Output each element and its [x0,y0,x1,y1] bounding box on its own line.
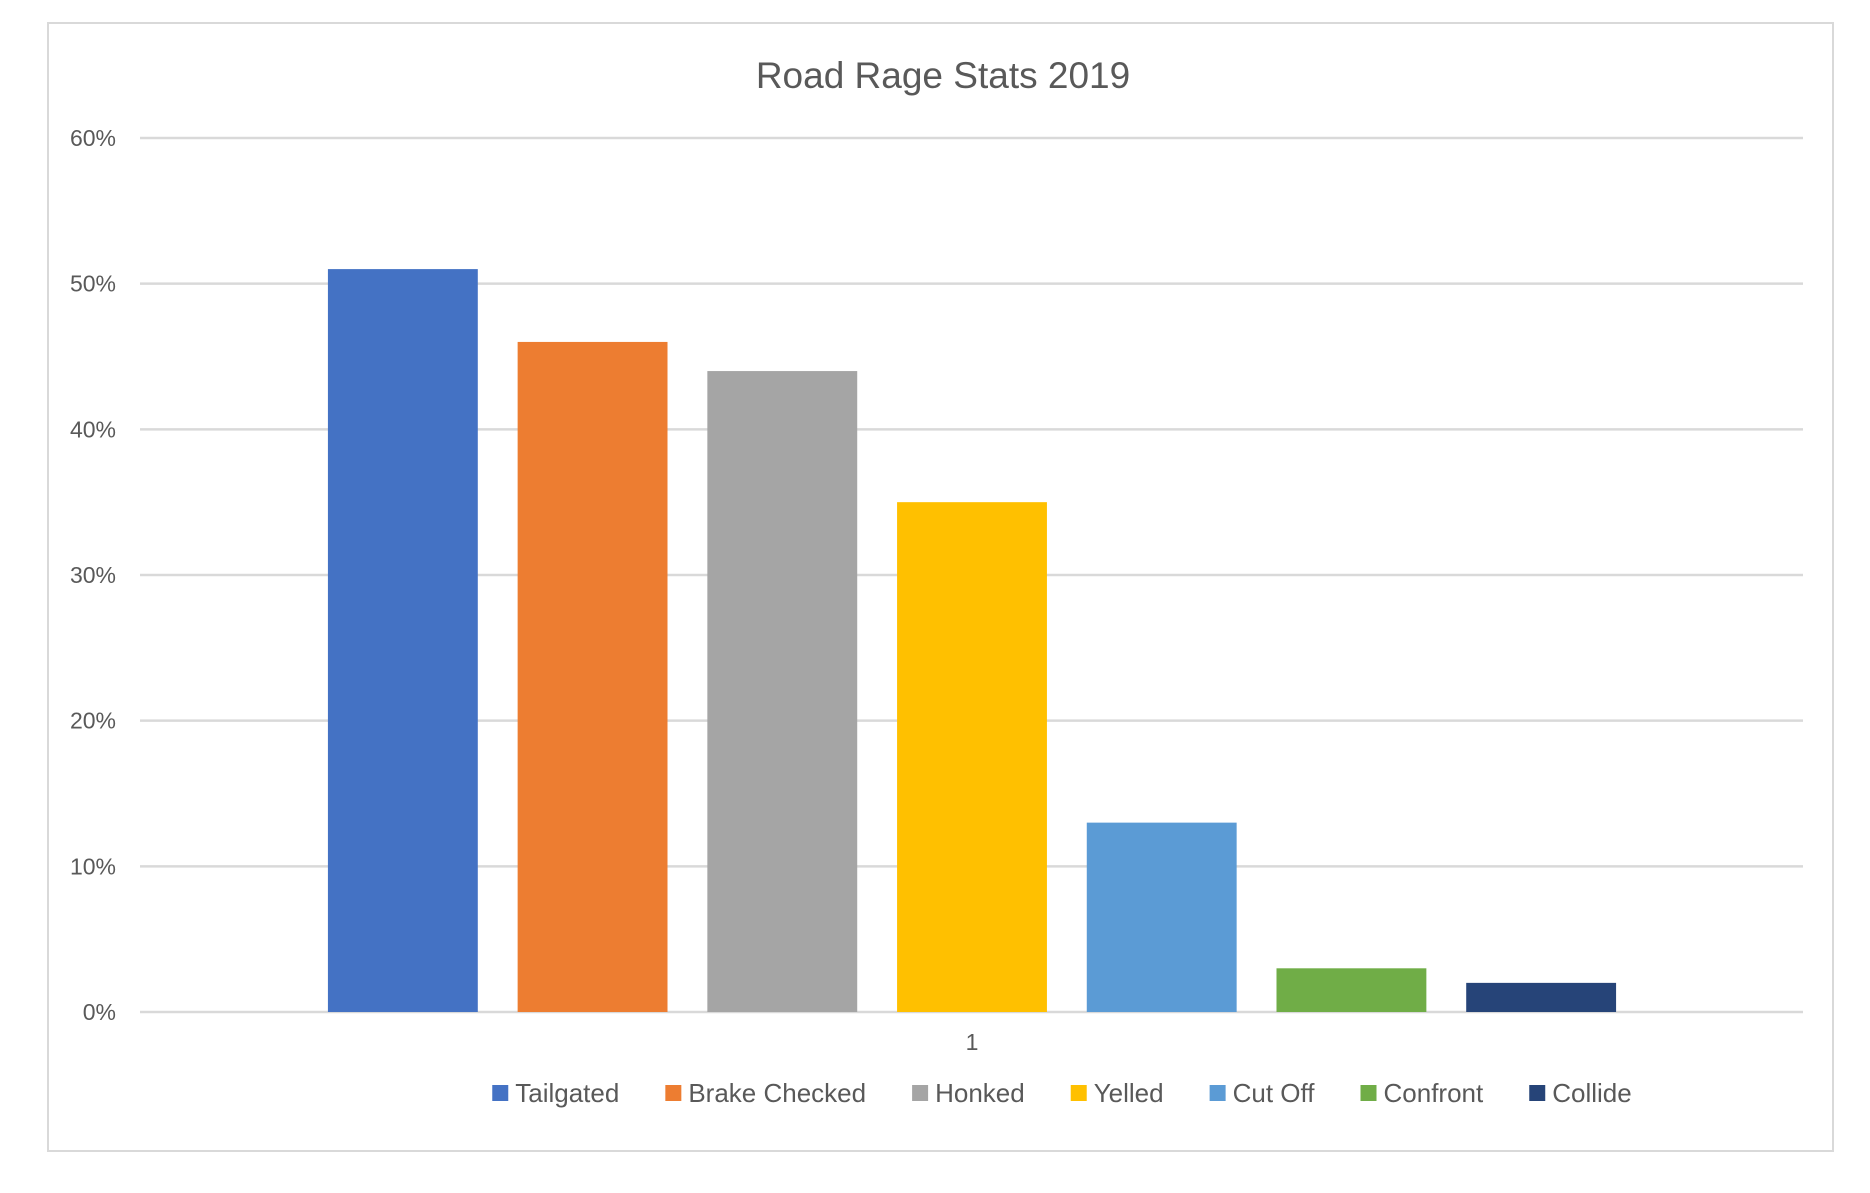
bar-brake-checked [517,341,668,1012]
bar-cut-off [1086,822,1237,1012]
bars [327,269,1617,1013]
legend-label: Tailgated [515,1078,619,1108]
y-axis-tick-labels: 0% 10% 20% 30% 40% 50% 60% [70,125,116,1025]
legend-swatch [492,1085,509,1101]
y-tick-label: 20% [70,708,116,734]
y-tick-label: 50% [70,271,116,297]
bar-tailgated [327,269,478,1013]
legend-label: Yelled [1094,1078,1164,1108]
legend-label: Collide [1552,1078,1632,1108]
y-tick-label: 0% [83,999,116,1025]
legend-label: Confront [1384,1078,1484,1108]
y-tick-label: 40% [70,416,116,442]
y-tick-label: 30% [70,562,116,588]
legend-swatch [665,1085,682,1101]
y-tick-label: 60% [70,125,116,151]
legend: Tailgated Brake Checked Honked Yelled Cut Of… [492,1078,1632,1108]
legend-label: Brake Checked [688,1078,866,1108]
legend-label: Cut Off [1233,1078,1316,1108]
legend-item: Tailgated [492,1078,619,1108]
legend-item: Honked [912,1078,1025,1108]
legend-swatch [1209,1085,1226,1101]
legend-swatch [1360,1085,1377,1101]
legend-item: Yelled [1070,1078,1164,1108]
x-axis-tick-labels: 1 [966,1029,979,1055]
bar-yelled [897,502,1047,1012]
legend-swatch [912,1085,929,1101]
bar-honked [707,371,858,1013]
legend-item: Brake Checked [665,1078,866,1108]
bar-collide [1466,982,1617,1012]
x-tick-label: 1 [966,1029,979,1055]
legend-item: Cut Off [1209,1078,1316,1108]
legend-swatch [1529,1085,1546,1101]
y-tick-label: 10% [70,853,116,879]
legend-swatch [1070,1085,1087,1101]
chart-title: Road Rage Stats 2019 [756,55,1130,96]
legend-item: Confront [1360,1078,1484,1108]
legend-label: Honked [935,1078,1025,1108]
bar-confront [1276,968,1427,1012]
legend-item: Collide [1529,1078,1632,1108]
